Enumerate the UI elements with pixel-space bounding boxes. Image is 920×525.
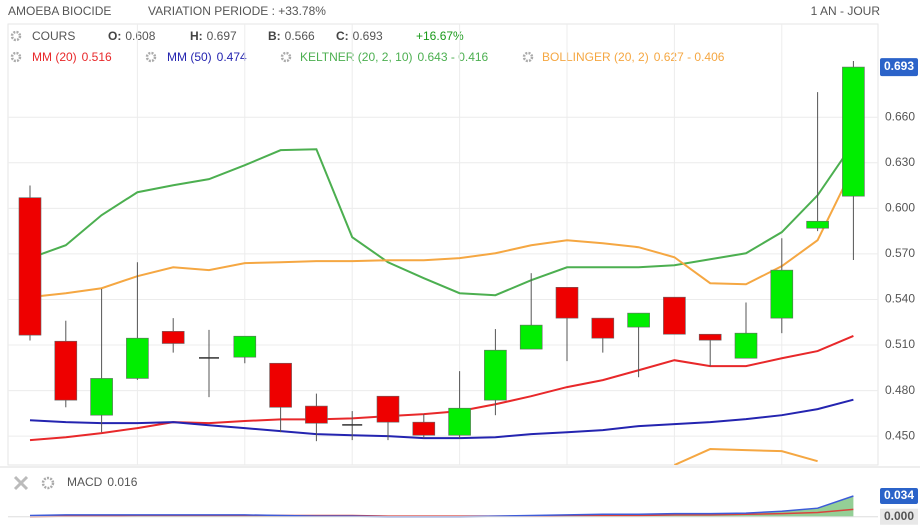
candle-body <box>342 424 363 426</box>
macd-last-label: 0.034 <box>884 488 914 502</box>
macd-last-box <box>880 488 918 505</box>
y-tick-label: 0.450 <box>885 428 915 442</box>
change: +16.67% <box>416 29 464 43</box>
candle-body <box>376 395 400 423</box>
legend-name: MM (20) <box>32 50 77 64</box>
y-tick-label: 0.660 <box>885 109 915 123</box>
legend-name: BOLLINGER (20, 2) <box>542 50 649 64</box>
ohlc-value: 0.566 <box>285 29 315 43</box>
plot <box>18 61 865 465</box>
candle-body <box>448 407 471 436</box>
y-axis: 0.450 0.480 0.510 0.540 0.570 0.600 0.630 0.660… <box>8 58 918 525</box>
legend-entry: KELTNER (20, 2, 10) 0.643 - 0.416 <box>300 50 489 64</box>
candle-body <box>734 332 758 359</box>
line <box>29 142 855 297</box>
line <box>29 398 854 440</box>
candle-body <box>484 349 507 401</box>
legend-value: 0.643 - 0.416 <box>418 50 489 64</box>
macd-histogram <box>30 496 854 517</box>
legend-entry: MM (50) 0.474 <box>167 50 247 64</box>
macd-tick-label: 0.000 <box>884 509 914 523</box>
candle-body <box>591 317 615 339</box>
y-tick-label: 0.600 <box>885 200 915 214</box>
ohlc: O: 0.608 H: 0.697 B: 0.566 C: 0.693 <box>108 29 383 43</box>
ohlc-value: 0.608 <box>125 29 155 43</box>
macd-name: MACD <box>67 475 103 489</box>
candle-body <box>126 337 149 379</box>
macd-plot <box>29 495 854 518</box>
line <box>29 495 854 518</box>
candle-body <box>412 421 436 436</box>
candle-body <box>627 312 650 328</box>
candle-body <box>161 331 185 344</box>
candle-body <box>18 197 42 336</box>
candle-body <box>698 333 722 341</box>
candle-body <box>305 405 328 424</box>
legend-entry: MM (20) 0.516 <box>32 50 112 64</box>
line <box>29 334 854 442</box>
subtitle: VARIATION PERIODE : +33.78% <box>148 4 326 18</box>
ohlc-value: 0.693 <box>353 29 383 43</box>
chart-title: AMOEBA BIOCIDE <box>8 4 111 18</box>
line <box>673 448 818 465</box>
gear-icons[interactable] <box>10 30 534 490</box>
candle-body <box>90 378 113 416</box>
close-icon[interactable] <box>13 475 29 491</box>
y-tick-label: 0.540 <box>885 292 915 306</box>
y-tick-label: 0.510 <box>885 337 915 351</box>
y-tick-label: 0.480 <box>885 383 915 397</box>
grid <box>8 24 878 465</box>
candle-body <box>233 335 257 358</box>
last-price-label: 0.693 <box>884 59 914 73</box>
ohlc-label: H: <box>190 29 203 43</box>
legend-entry: BOLLINGER (20, 2) 0.627 - 0.406 <box>542 50 725 64</box>
candle-body <box>54 340 78 401</box>
legend-value: 0.627 - 0.406 <box>654 50 725 64</box>
legend-name: KELTNER (20, 2, 10) <box>300 50 413 64</box>
period: 1 AN - JOUR <box>811 4 881 18</box>
line <box>29 166 855 299</box>
candle-body <box>842 66 865 197</box>
macd-value: 0.016 <box>107 475 137 489</box>
candle-body <box>806 220 829 229</box>
ohlc-label: C: <box>336 29 349 43</box>
macd-tick-box <box>880 508 918 525</box>
ohlc-label: B: <box>268 29 281 43</box>
price-name: COURS <box>32 29 75 43</box>
last-price-box <box>880 58 918 77</box>
legend-value: 0.516 <box>82 50 112 64</box>
ohlc-label: O: <box>108 29 121 43</box>
plot-frame <box>7 23 879 466</box>
candle-body <box>199 357 219 359</box>
candle-body <box>770 269 794 319</box>
candle-body <box>269 362 292 408</box>
candle-body <box>663 296 686 335</box>
candle-body <box>519 324 543 350</box>
legend-name: MM (50) <box>167 50 212 64</box>
ohlc-value: 0.697 <box>207 29 237 43</box>
macd-legend: MACD 0.016 <box>67 475 138 489</box>
y-tick-label: 0.630 <box>885 155 915 169</box>
candle-body <box>555 287 579 319</box>
legend-value: 0.474 <box>217 50 247 64</box>
y-tick-label: 0.570 <box>885 246 915 260</box>
